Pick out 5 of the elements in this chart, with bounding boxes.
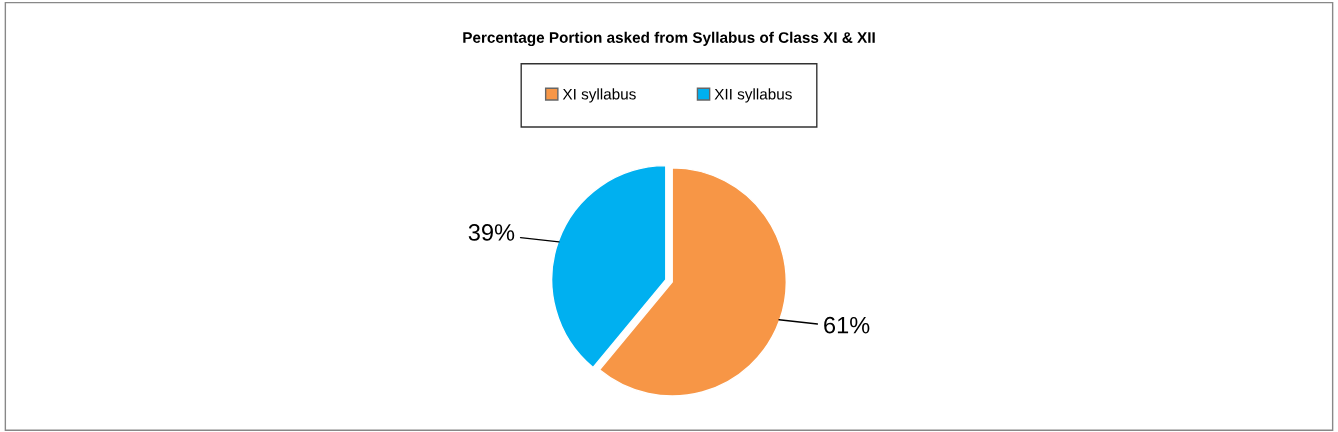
legend-label: XII syllabus bbox=[714, 88, 792, 103]
chart-title: Percentage Portion asked from Syllabus of Class XI & XII bbox=[463, 31, 875, 47]
data-label: 39% bbox=[468, 224, 515, 241]
legend-label: XI syllabus bbox=[562, 88, 636, 103]
data-label: 61% bbox=[824, 316, 870, 334]
